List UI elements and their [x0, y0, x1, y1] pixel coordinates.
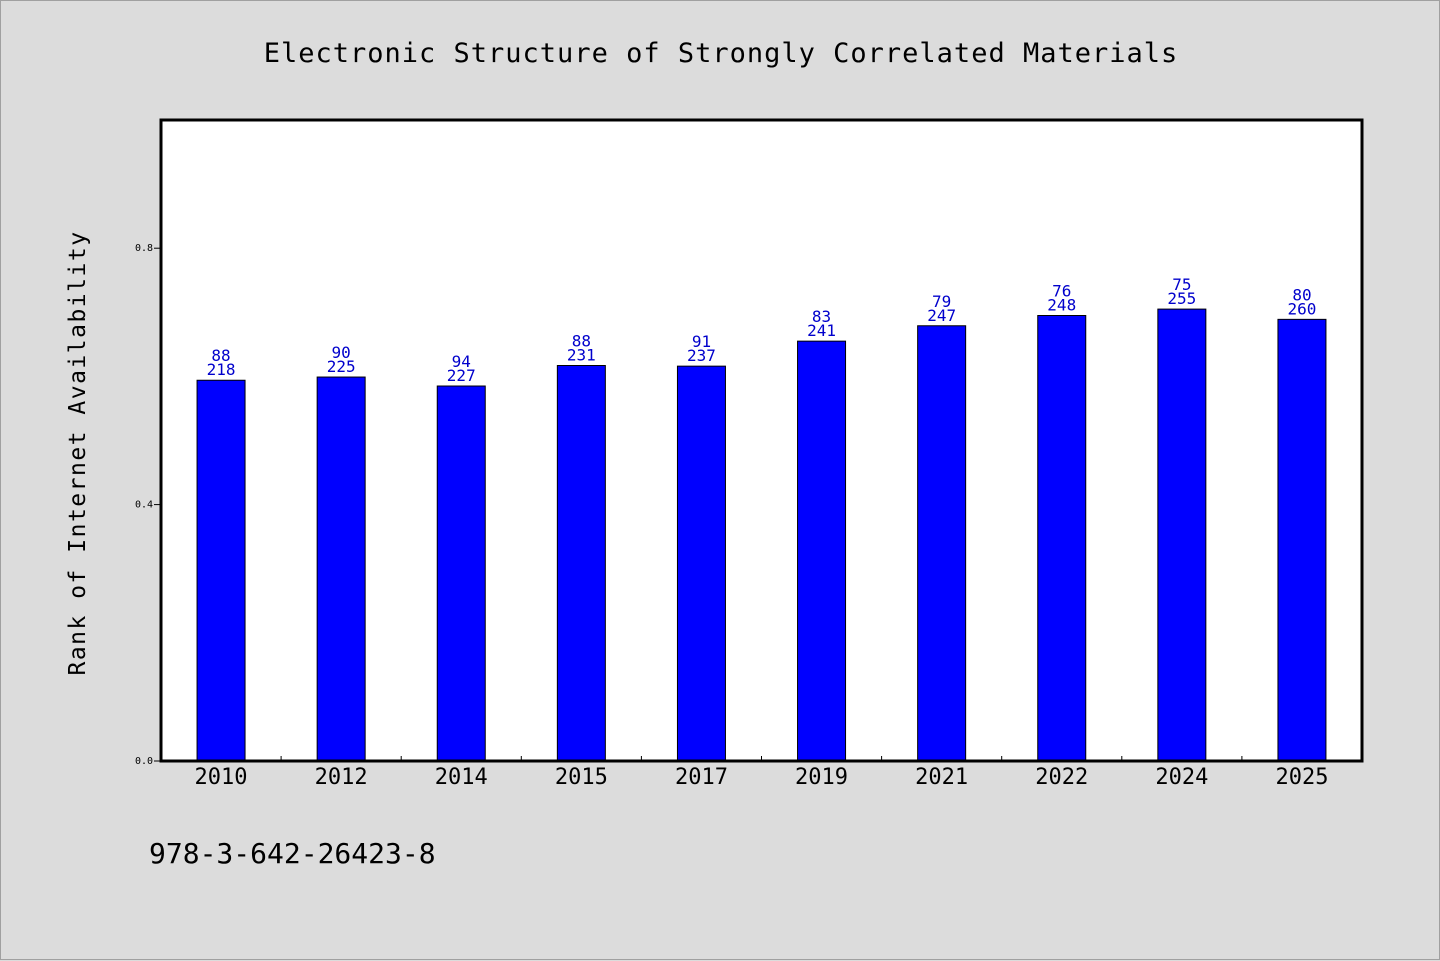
data-label-bottom-2014: 227 — [447, 366, 476, 385]
data-label-bottom-2019: 241 — [807, 321, 836, 340]
bar-2024 — [1157, 308, 1207, 762]
bar-2022 — [1037, 315, 1087, 762]
y-axis: 0.0 0.4 0.8 — [135, 243, 161, 767]
x-tick-label-2014: 2014 — [435, 765, 488, 790]
y-tick-label-0.8: 0.8 — [135, 243, 153, 254]
bar-2025 — [1277, 318, 1327, 762]
data-label-top-2022: 76 — [1052, 282, 1071, 301]
data-label-top-2021: 79 — [932, 292, 951, 311]
data-label-bottom-2017: 237 — [687, 346, 716, 365]
x-tick-label-2012: 2012 — [315, 765, 368, 790]
bar-2021 — [917, 325, 967, 762]
data-label-bottom-2025: 260 — [1287, 299, 1316, 318]
data-label-bottom-2021: 247 — [927, 306, 956, 325]
chart-title: Electronic Structure of Strongly Correla… — [264, 38, 1179, 69]
data-label-top-2025: 80 — [1292, 285, 1311, 304]
bar-2010 — [196, 379, 246, 762]
x-tick-label-2022: 2022 — [1035, 765, 1088, 790]
data-label-top-2015: 88 — [572, 332, 591, 351]
y-tick-label-0.0: 0.0 — [135, 756, 153, 767]
data-label-top-2024: 75 — [1172, 275, 1191, 294]
bar-2014 — [436, 385, 486, 762]
data-label-top-2017: 91 — [692, 332, 711, 351]
bar-2017 — [676, 365, 726, 762]
bar-2012 — [316, 376, 366, 762]
data-label-bottom-2024: 255 — [1167, 289, 1196, 308]
y-tick-label-0.4: 0.4 — [135, 500, 153, 511]
x-tick-label-2021: 2021 — [915, 765, 968, 790]
x-tick-label-2019: 2019 — [795, 765, 848, 790]
data-label-bottom-2010: 218 — [207, 360, 236, 379]
data-label-top-2014: 94 — [452, 352, 471, 371]
bars-group — [196, 308, 1327, 762]
data-label-top-2012: 90 — [332, 343, 351, 362]
x-tick-label-2025: 2025 — [1275, 765, 1328, 790]
bar-2019 — [797, 340, 847, 762]
y-axis-label: Rank of Internet Availability — [65, 230, 91, 675]
data-label-bottom-2022: 248 — [1047, 296, 1076, 315]
footer-isbn: 978-3-642-26423-8 — [149, 837, 436, 870]
data-label-bottom-2012: 225 — [327, 357, 356, 376]
x-tick-label-2024: 2024 — [1155, 765, 1208, 790]
data-label-top-2019: 83 — [812, 307, 831, 326]
x-tick-label-2010: 2010 — [195, 765, 248, 790]
plot-border — [159, 118, 1364, 763]
data-label-bottom-2015: 231 — [567, 346, 596, 365]
x-axis: 2010 2012 2014 2015 2017 2019 2021 2022 2024 2025 — [195, 756, 1328, 790]
x-tick-label-2017: 2017 — [675, 765, 728, 790]
x-tick-label-2015: 2015 — [555, 765, 608, 790]
data-label-top-2010: 88 — [211, 346, 230, 365]
bar-2015 — [556, 365, 606, 762]
